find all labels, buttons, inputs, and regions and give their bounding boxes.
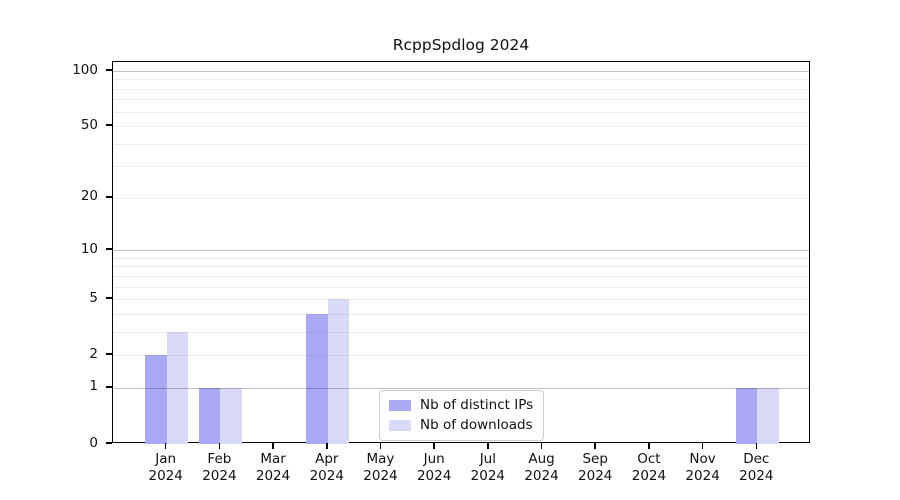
x-axis-tick xyxy=(487,443,489,449)
legend-entry-downloads: Nb of downloads xyxy=(389,417,533,433)
x-axis-tick-label: Dec 2024 xyxy=(726,451,786,485)
gridline-minor xyxy=(113,166,809,168)
gridline-major xyxy=(113,387,809,389)
gridline-minor xyxy=(113,88,809,90)
x-axis-year-label: 2024 xyxy=(739,468,774,484)
y-axis-tick-label: 10 xyxy=(80,240,98,257)
x-axis-tick-label: Sep 2024 xyxy=(565,451,625,485)
x-axis-tick-label: Apr 2024 xyxy=(297,451,357,485)
gridline-minor xyxy=(113,286,809,288)
x-axis-tick-label: Aug 2024 xyxy=(512,451,572,485)
gridline-minor xyxy=(113,197,809,199)
gridline-major xyxy=(113,71,809,72)
gridline-minor xyxy=(113,275,809,277)
gridline-major xyxy=(113,250,809,252)
bar-distinct-ips-jan xyxy=(145,355,167,444)
legend-swatch-distinct-ips xyxy=(389,399,411,411)
x-axis-tick-label: Oct 2024 xyxy=(619,451,679,485)
x-axis-tick-label: Jan 2024 xyxy=(136,451,196,485)
gridline-minor xyxy=(113,313,809,315)
x-axis-year-label: 2024 xyxy=(578,468,613,484)
x-axis-tick xyxy=(540,443,543,449)
x-axis-tick xyxy=(325,443,328,449)
gridline-minor xyxy=(113,257,809,259)
x-axis-year-label: 2024 xyxy=(255,468,291,484)
gridline-minor xyxy=(113,143,809,145)
x-axis-tick xyxy=(164,443,167,449)
bar-downloads-dec xyxy=(757,387,779,444)
gridline-minor xyxy=(113,355,809,357)
y-axis-tick xyxy=(106,353,112,355)
x-axis-tick-label: Mar 2024 xyxy=(243,451,303,485)
gridline-minor xyxy=(113,111,809,113)
x-axis-year-label: 2024 xyxy=(416,468,452,484)
x-axis-year-label: 2024 xyxy=(148,468,183,484)
x-axis-tick xyxy=(594,443,597,449)
y-axis-tick-label: 50 xyxy=(80,116,98,133)
y-axis-tick xyxy=(106,442,112,444)
bar-distinct-ips-apr xyxy=(306,313,328,444)
y-axis-tick-label: 2 xyxy=(89,345,98,362)
x-axis-year-label: 2024 xyxy=(363,468,398,484)
x-axis-tick-label: Nov 2024 xyxy=(673,451,733,485)
x-axis-tick-label: Jun 2024 xyxy=(404,451,464,485)
x-axis-year-label: 2024 xyxy=(309,468,344,484)
y-axis-tick-label: 100 xyxy=(72,61,98,78)
y-axis-tick xyxy=(106,297,112,299)
y-axis-tick xyxy=(106,124,112,127)
gridline-minor xyxy=(113,331,809,333)
bar-downloads-feb xyxy=(220,387,242,444)
legend-label-distinct-ips: Nb of distinct IPs xyxy=(420,397,534,413)
legend-entry-distinct-ips: Nb of distinct IPs xyxy=(389,397,533,413)
x-axis-tick xyxy=(379,443,382,449)
chart-legend: Nb of distinct IPs Nb of downloads xyxy=(379,390,545,441)
gridline-minor xyxy=(113,266,809,268)
x-axis-tick xyxy=(433,443,435,449)
x-axis-tick xyxy=(701,443,704,449)
bars-layer xyxy=(113,62,809,444)
bar-distinct-ips-dec xyxy=(735,387,758,444)
legend-label-downloads: Nb of downloads xyxy=(420,417,533,433)
x-axis-year-label: 2024 xyxy=(524,468,559,484)
chart-title: RcppSpdlog 2024 xyxy=(392,36,530,54)
x-axis-tick xyxy=(648,443,650,449)
bar-distinct-ips-feb xyxy=(198,387,221,444)
y-axis-tick xyxy=(106,196,112,198)
gridline-minor xyxy=(113,299,809,301)
y-axis-tick-label: 20 xyxy=(80,188,98,205)
plot-area: Nb of distinct IPs Nb of downloads xyxy=(112,61,810,444)
y-axis-tick xyxy=(106,69,112,71)
bar-downloads-jan xyxy=(166,331,189,444)
x-axis-tick-label: May 2024 xyxy=(350,451,410,485)
bar-downloads-apr xyxy=(327,299,350,444)
x-axis-tick xyxy=(755,443,758,449)
gridlines-layer xyxy=(113,62,809,442)
gridline-minor xyxy=(113,79,809,81)
x-axis-tick xyxy=(218,443,221,449)
gridline-minor xyxy=(113,99,809,101)
x-axis-tick xyxy=(272,443,274,449)
y-axis-tick-label: 5 xyxy=(89,289,98,306)
x-axis-tick-label: Feb 2024 xyxy=(189,451,249,485)
x-axis-tick-label: Jul 2024 xyxy=(458,451,518,485)
legend-swatch-downloads xyxy=(389,419,411,431)
y-axis-tick xyxy=(106,248,112,250)
x-axis-year-label: 2024 xyxy=(631,468,667,484)
y-axis-tick-label: 0 xyxy=(89,434,98,451)
y-axis-tick xyxy=(106,386,112,388)
gridline-minor xyxy=(113,126,809,128)
x-axis-year-label: 2024 xyxy=(470,468,506,484)
x-axis-year-label: 2024 xyxy=(685,468,720,484)
y-axis-tick-label: 1 xyxy=(89,378,98,395)
x-axis-year-label: 2024 xyxy=(202,468,237,484)
